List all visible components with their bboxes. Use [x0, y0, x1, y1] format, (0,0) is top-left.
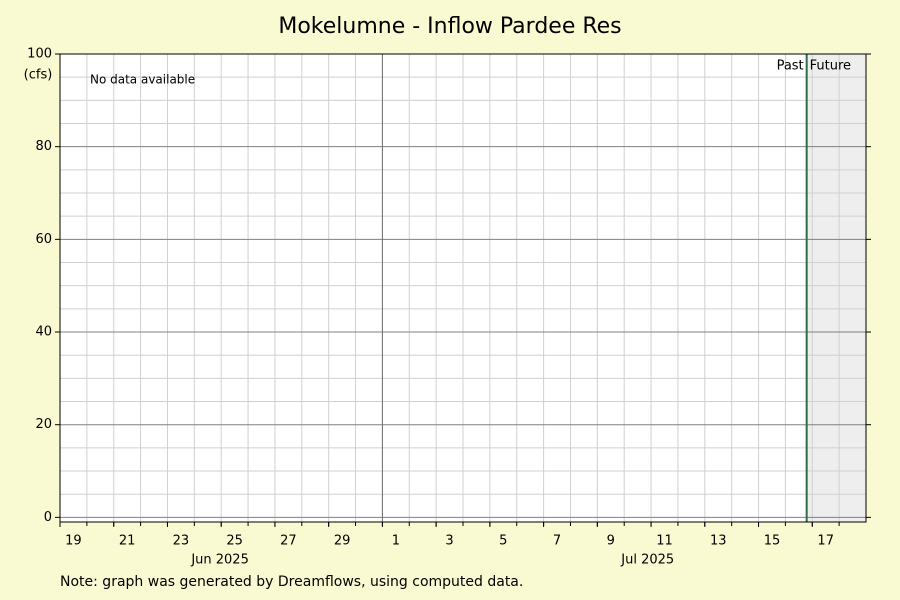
annotation: No data available	[90, 73, 195, 87]
month-label: Jul 2025	[620, 553, 674, 568]
x-tick-label: 7	[553, 534, 561, 549]
y-tick-label: 100	[27, 47, 52, 62]
plot-layer	[60, 53, 866, 522]
x-tick-label: 9	[607, 534, 615, 549]
x-tick-label: 25	[226, 534, 243, 549]
x-tick-label: 17	[817, 534, 834, 549]
x-tick-label: 1	[392, 534, 400, 549]
x-tick-label: 27	[280, 534, 297, 549]
y-axis-label: (cfs)	[24, 68, 53, 83]
x-tick-label: 19	[65, 534, 82, 549]
note: Note: graph was generated by Dreamflows,…	[60, 574, 523, 590]
x-tick-label: 11	[656, 534, 673, 549]
month-label: Jun 2025	[190, 553, 249, 568]
y-tick-label: 80	[35, 139, 52, 154]
x-tick-label: 5	[499, 534, 507, 549]
x-tick-label: 23	[173, 534, 190, 549]
x-tick-label: 21	[119, 534, 136, 549]
y-tick-label: 0	[44, 510, 52, 525]
past-label: Past	[777, 59, 804, 74]
x-tick-label: 29	[334, 534, 351, 549]
x-tick-label: 15	[764, 534, 781, 549]
x-tick-label: 3	[445, 534, 453, 549]
future-region	[806, 54, 866, 522]
y-tick-label: 60	[35, 232, 52, 247]
x-tick-label: 13	[710, 534, 727, 549]
y-tick-label: 40	[35, 325, 52, 340]
future-label: Future	[810, 59, 851, 74]
y-tick-label: 20	[35, 417, 52, 432]
plot-frame	[59, 53, 867, 523]
chart-title: Mokelumne - Inflow Pardee Res	[278, 14, 621, 39]
